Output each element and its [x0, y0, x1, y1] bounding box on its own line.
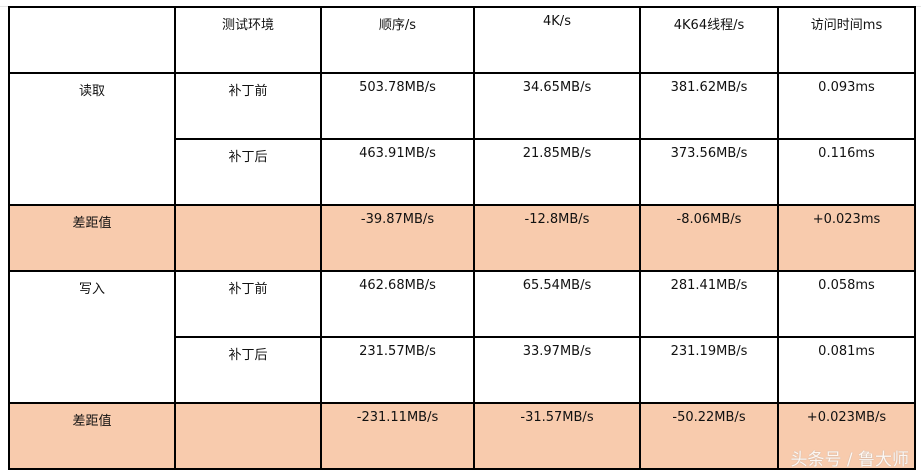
read-label: 读取 — [8, 72, 176, 206]
table-row-write-after: 补丁后 231.57MB/s 33.97MB/s 231.19MB/s 0.08… — [9, 336, 916, 404]
header-cell-access: 访问时间ms — [777, 6, 916, 74]
cell-env: 补丁前 — [174, 72, 322, 140]
write-label: 写入 — [8, 270, 176, 404]
cell-env — [174, 204, 322, 272]
cell-env: 补丁后 — [174, 138, 322, 206]
header-cell-blank — [8, 6, 176, 74]
cell-env: 补丁后 — [174, 336, 322, 404]
header-cell-env: 测试环境 — [174, 6, 322, 74]
cell-4k64: 281.41MB/s — [639, 270, 779, 338]
cell-4k: -31.57MB/s — [473, 402, 641, 470]
cell-seq: 503.78MB/s — [320, 72, 475, 140]
cell-seq: -39.87MB/s — [320, 204, 475, 272]
cell-seq: 231.57MB/s — [320, 336, 475, 404]
cell-4k64: 373.56MB/s — [639, 138, 779, 206]
cell-4k64: -8.06MB/s — [639, 204, 779, 272]
cell-access: 0.116ms — [777, 138, 916, 206]
cell-access: 0.081ms — [777, 336, 916, 404]
cell-env: 补丁前 — [174, 270, 322, 338]
diff-label: 差距值 — [8, 204, 176, 272]
watermark: 头条号 / 鲁大师 — [790, 450, 909, 470]
cell-access: 0.093ms — [777, 72, 916, 140]
table-row-read-before: 读取 补丁前 503.78MB/s 34.65MB/s 381.62MB/s 0… — [8, 72, 916, 206]
cell-access: 0.058ms — [777, 270, 916, 338]
table-row-read-diff: 差距值 -39.87MB/s -12.8MB/s -8.06MB/s +0.02… — [8, 204, 916, 272]
cell-4k64: -50.22MB/s — [639, 402, 779, 470]
cell-4k: -12.8MB/s — [473, 204, 641, 272]
cell-seq: 463.91MB/s — [320, 138, 475, 206]
cell-seq: -231.11MB/s — [320, 402, 475, 470]
header-cell-4k: 4K/s — [473, 6, 641, 74]
cell-4k64: 381.62MB/s — [639, 72, 779, 140]
cell-access: +0.023MB/s — [777, 402, 916, 470]
cell-4k: 34.65MB/s — [473, 72, 641, 140]
benchmark-table: 测试环境 顺序/s 4K/s 4K64线程/s 访问时间ms 读取 补丁前 50… — [8, 6, 916, 470]
cell-4k: 21.85MB/s — [473, 138, 641, 206]
header-cell-seq: 顺序/s — [320, 6, 475, 74]
table-row-write-diff: 差距值 -231.11MB/s -31.57MB/s -50.22MB/s +0… — [8, 402, 916, 470]
table-row-write-before: 写入 补丁前 462.68MB/s 65.54MB/s 281.41MB/s 0… — [8, 270, 916, 404]
cell-access: +0.023ms — [777, 204, 916, 272]
cell-env — [174, 402, 322, 470]
header-row: 测试环境 顺序/s 4K/s 4K64线程/s 访问时间ms — [8, 6, 916, 74]
cell-4k64: 231.19MB/s — [639, 336, 779, 404]
cell-4k: 33.97MB/s — [473, 336, 641, 404]
table-row-read-after: 补丁后 463.91MB/s 21.85MB/s 373.56MB/s 0.11… — [9, 138, 916, 206]
header-cell-4k64: 4K64线程/s — [639, 6, 779, 74]
cell-seq: 462.68MB/s — [320, 270, 475, 338]
diff-label: 差距值 — [8, 402, 176, 470]
cell-4k: 65.54MB/s — [473, 270, 641, 338]
